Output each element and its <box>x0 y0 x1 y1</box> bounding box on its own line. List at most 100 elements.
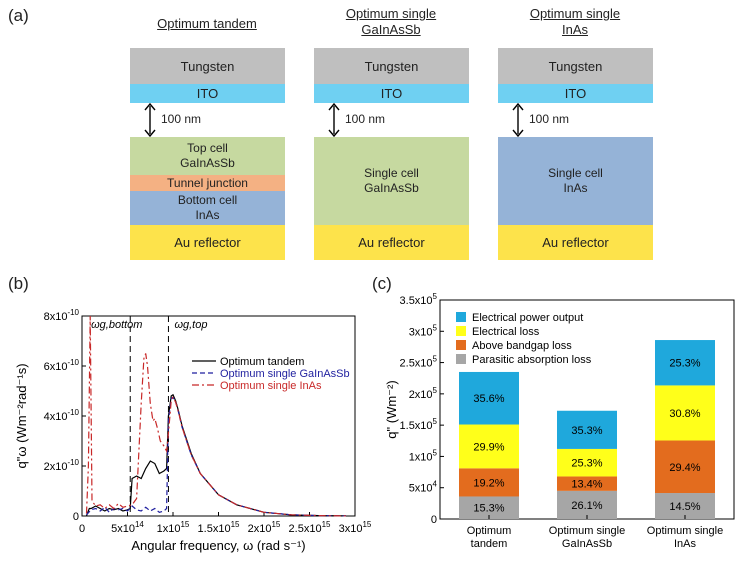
panel-b-chart: 0 2x10-10​ 4x10-10​ 6x10-10​ 8x10-10​ 0 5x1014… <box>14 308 372 553</box>
stack-title: Optimum tandem <box>157 16 257 31</box>
arrow-head-top <box>328 102 340 111</box>
legend-swatch <box>456 340 466 350</box>
double-arrow-icon <box>144 102 156 138</box>
x-axis-label: Angular frequency, ω (rad s⁻¹) <box>131 538 305 553</box>
tungsten-layer: Tungsten <box>130 48 285 84</box>
panel-c-chart: 0 5x104​ 1x105​ 1.5x105​ 2x105​ 2.5x105​ 3x105… <box>384 292 735 550</box>
x-tick-label: 2.5x1015​ <box>289 520 331 535</box>
ito-layer: ITO <box>314 84 469 103</box>
double-arrow-icon <box>512 102 524 138</box>
bar-segment-label: 30.8% <box>669 408 700 420</box>
series-line <box>86 396 346 517</box>
y-axis-label: q" (Wm⁻²) <box>384 380 399 438</box>
y-tick-label: 0 <box>431 514 437 526</box>
reflector-layer: Au reflector <box>130 225 285 260</box>
bar-segment <box>459 468 519 497</box>
y-axis-label: q"ω (Wm⁻²rad⁻¹s) <box>14 363 29 468</box>
x-tick-label: 1x1015​ <box>157 520 190 535</box>
bar-segment <box>459 496 519 519</box>
cell-layer: Bottom cell InAs <box>130 191 285 225</box>
bar-segment <box>655 493 715 519</box>
bar-segment-label: 13.4% <box>571 479 602 491</box>
double-arrow-icon <box>328 102 340 138</box>
y-tick-label: 8x10-10​ <box>44 308 80 323</box>
bar-segment <box>655 440 715 494</box>
category-label: Optimum single GaInAsSb <box>549 525 625 550</box>
bar-segment <box>557 476 617 491</box>
cell-layer: Tunnel junction <box>130 175 285 191</box>
y-tick-label: 1x105​ <box>409 448 438 463</box>
cell-layer: Single cell InAs <box>498 137 653 225</box>
series-line <box>85 315 346 517</box>
arrow-head-top <box>512 102 524 111</box>
bar-segment-label: 19.2% <box>473 477 504 489</box>
legend-label: Parasitic absorption loss <box>472 354 592 366</box>
panel-b-label: (b) <box>8 274 29 293</box>
x-tick-label: 2x1015​ <box>248 520 281 535</box>
bar-segment-label: 35.6% <box>473 393 504 405</box>
category-label: Optimum tandem <box>467 525 512 550</box>
x-tick-label: 3x1015​ <box>339 520 372 535</box>
cell-layer: Single cell GaInAsSb <box>314 137 469 225</box>
legend-label: Optimum single GaInAsSb <box>220 368 350 380</box>
bandgap-annotation: ωg,top <box>174 319 207 331</box>
bar-segment-label: 25.3% <box>571 458 602 470</box>
reflector-layer: Au reflector <box>498 225 653 260</box>
bar-segment-label: 35.3% <box>571 425 602 437</box>
bandgap-annotation: ωg,bottom <box>91 319 142 331</box>
bar-segment <box>459 424 519 469</box>
legend-label: Optimum single InAs <box>220 380 322 392</box>
bar-segment-label: 29.9% <box>473 441 504 453</box>
category-label: Optimum single InAs <box>647 525 723 550</box>
legend-swatch <box>456 326 466 336</box>
reflector-layer: Au reflector <box>314 225 469 260</box>
bar-segment <box>557 410 617 449</box>
bar-segment-label: 29.4% <box>669 462 700 474</box>
arrow-head-top <box>144 102 156 111</box>
legend-swatch <box>456 354 466 364</box>
legend-label: Above bandgap loss <box>472 340 572 352</box>
x-tick-label: 5x1014​ <box>111 520 144 535</box>
legend-label: Optimum tandem <box>220 356 304 368</box>
series-line <box>85 393 346 517</box>
bar-segment <box>459 371 519 425</box>
bar-segment-label: 26.1% <box>571 500 602 512</box>
y-tick-label: 3.5x105​ <box>400 292 438 307</box>
panel-a-label: (a) <box>8 6 29 25</box>
stack-title: Optimum single GaInAsSb <box>345 6 437 37</box>
arrow-head-bottom <box>512 129 524 138</box>
x-tick-label: 1.5x1015​ <box>198 520 240 535</box>
y-tick-label: 2.5x105​ <box>400 355 438 370</box>
bar-segment-label: 15.3% <box>473 503 504 515</box>
y-tick-label: 0 <box>73 511 79 523</box>
plot-frame <box>81 315 356 517</box>
legend-swatch <box>456 312 466 322</box>
bar-segment-label: 25.3% <box>669 358 700 370</box>
bar-segment <box>557 490 617 519</box>
cell-layer: Top cell GaInAsSb <box>130 137 285 175</box>
stack-title: Optimum single InAs <box>529 6 621 37</box>
legend-label: Electrical loss <box>472 326 540 338</box>
x-tick-label: 0 <box>79 523 85 535</box>
arrow-head-bottom <box>144 129 156 138</box>
tungsten-layer: Tungsten <box>498 48 653 84</box>
y-tick-label: 5x104​ <box>409 480 438 495</box>
gap-label: 100 nm <box>161 112 202 126</box>
bar-segment <box>655 385 715 441</box>
gap-label: 100 nm <box>529 112 570 126</box>
bar-segment <box>655 340 715 386</box>
panel-c-label: (c) <box>372 274 392 293</box>
legend-label: Electrical power output <box>472 312 583 324</box>
y-tick-label: 1.5x105​ <box>400 417 438 432</box>
ito-layer: ITO <box>498 84 653 103</box>
bar-segment <box>557 448 617 477</box>
y-tick-label: 2x10-10​ <box>44 458 80 473</box>
tungsten-layer: Tungsten <box>314 48 469 84</box>
y-tick-label: 6x10-10​ <box>44 358 80 373</box>
y-tick-label: 3x105​ <box>409 323 438 338</box>
y-tick-label: 4x10-10​ <box>44 408 80 423</box>
ito-layer: ITO <box>130 84 285 103</box>
bar-segment-label: 14.5% <box>669 501 700 513</box>
gap-label: 100 nm <box>345 112 386 126</box>
y-tick-label: 2x105​ <box>409 386 438 401</box>
